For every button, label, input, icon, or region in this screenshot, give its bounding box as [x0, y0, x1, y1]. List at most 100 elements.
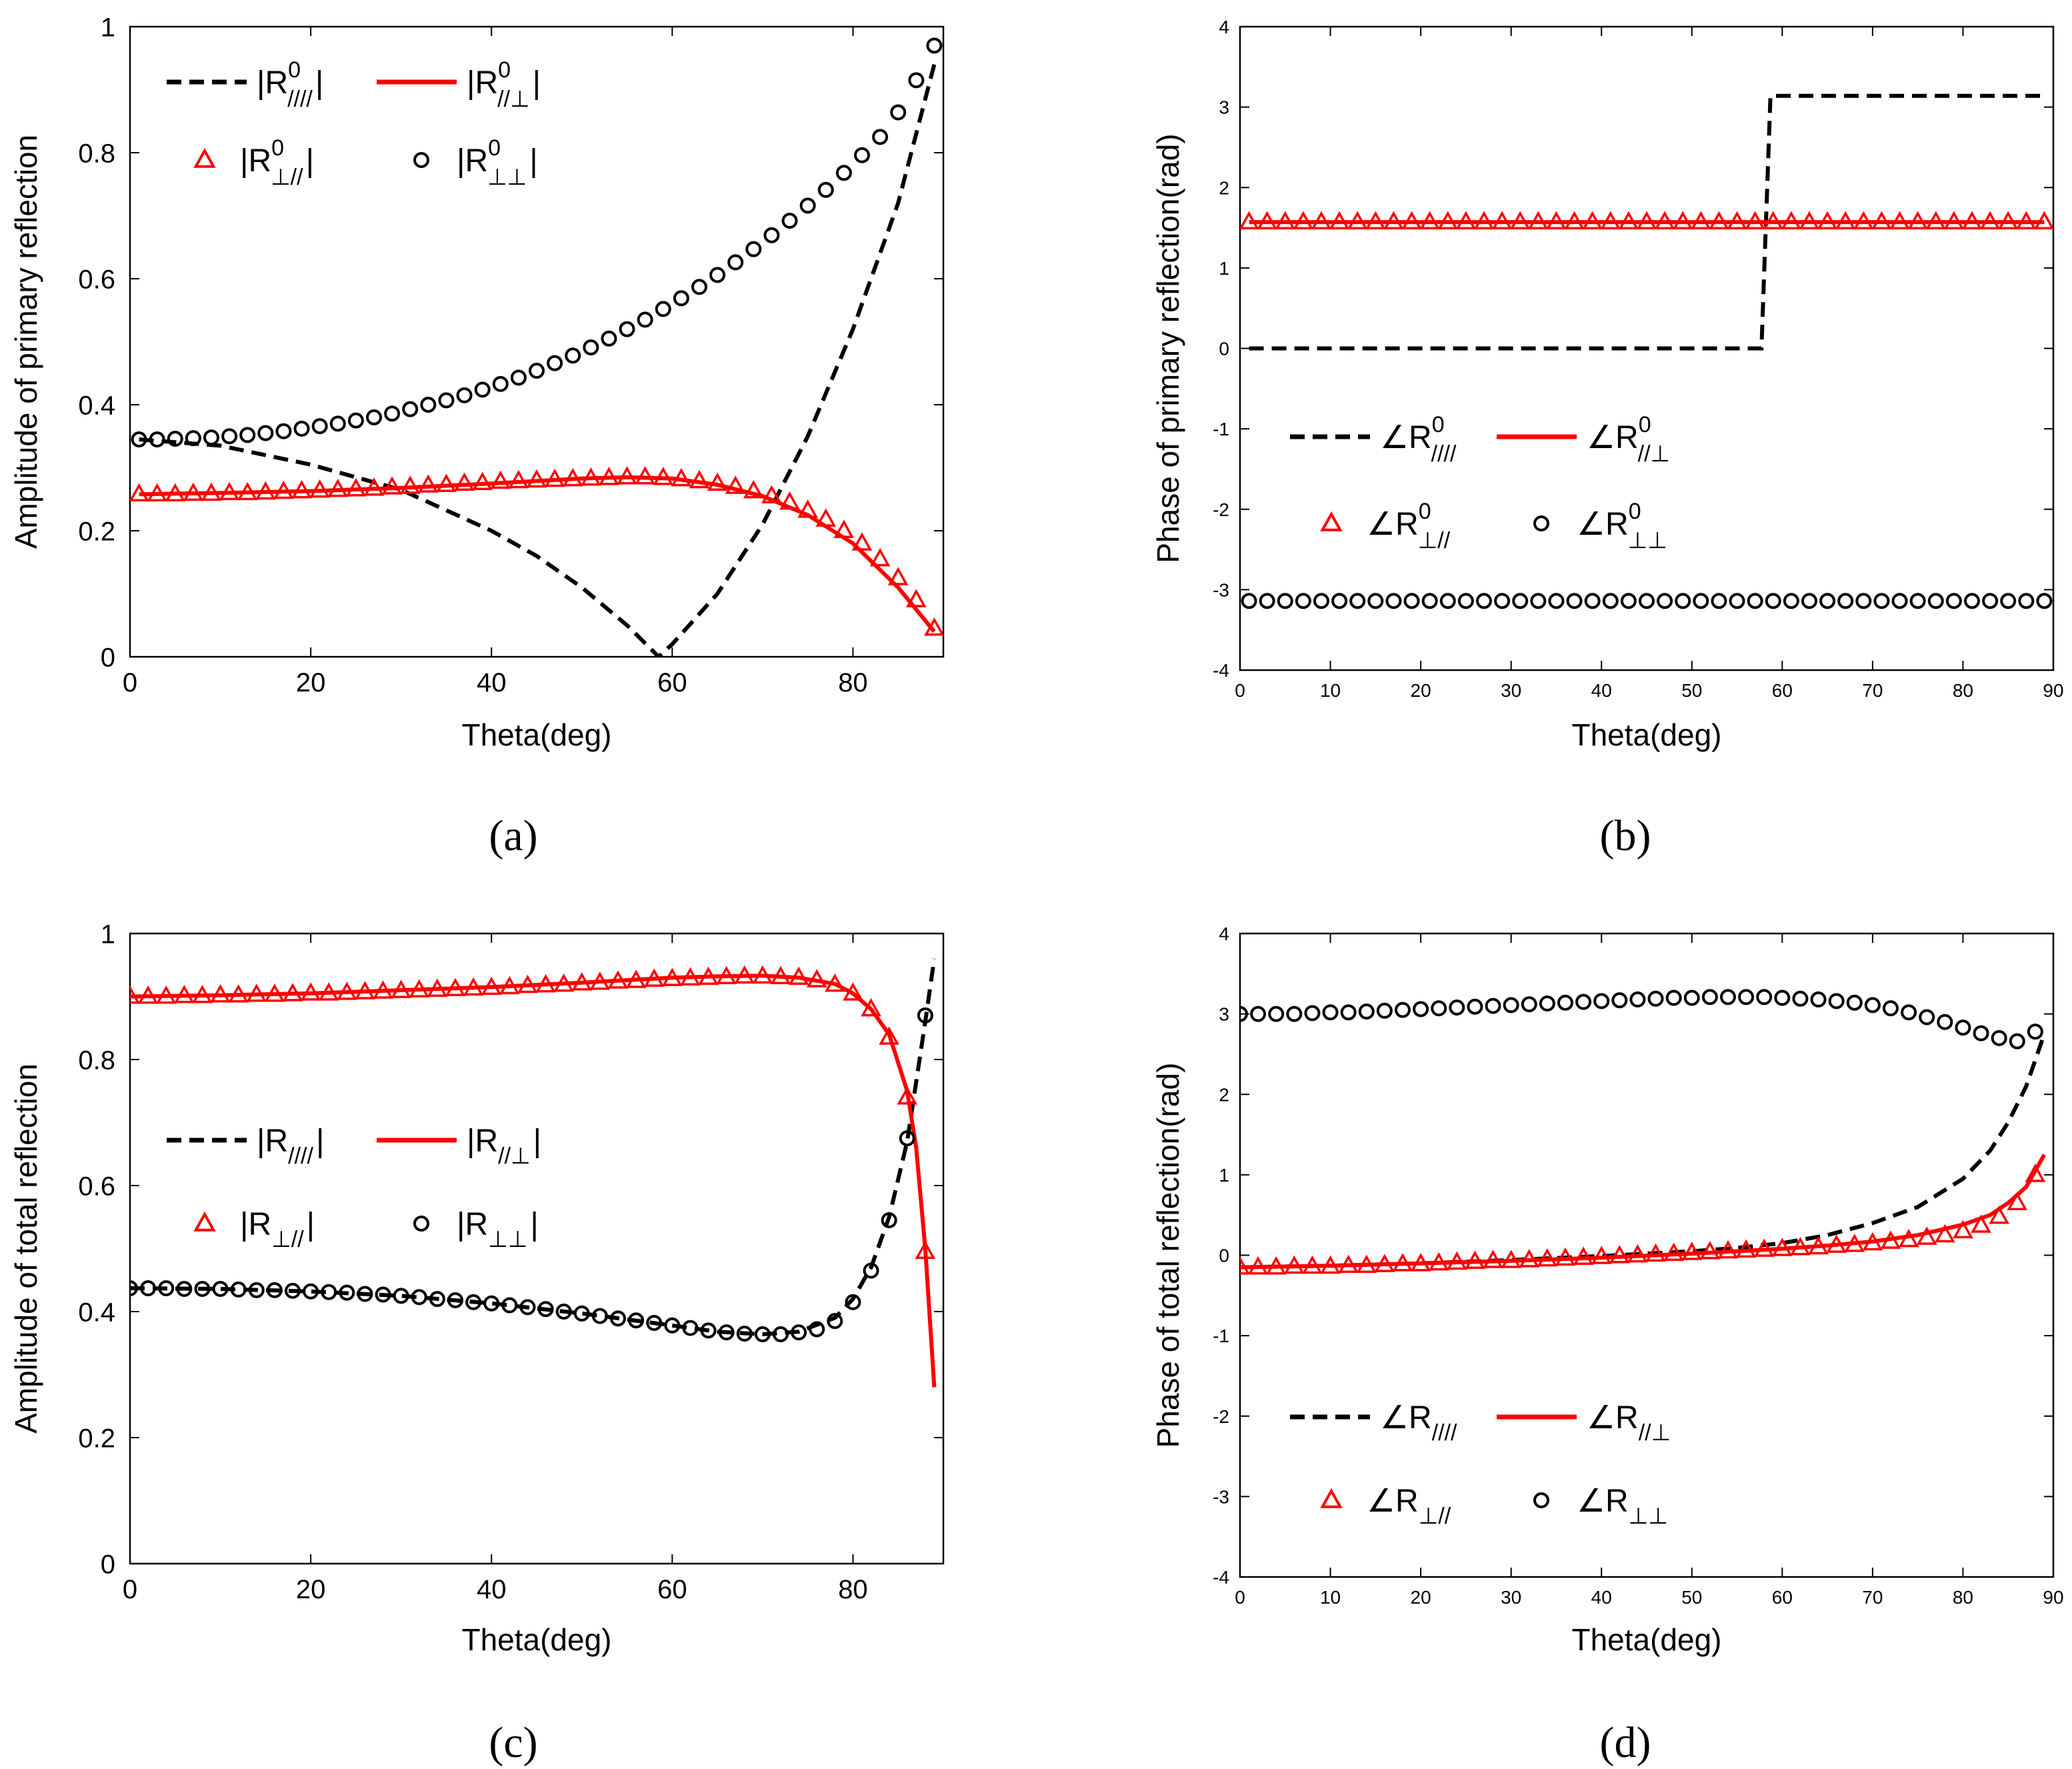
- triangle-marker: [797, 499, 818, 518]
- circle-marker: [483, 1295, 500, 1312]
- triangle-marker: [1564, 211, 1585, 229]
- triangle-marker: [1356, 1254, 1377, 1274]
- circle-marker: [1566, 593, 1583, 609]
- legend-label: |R0 ////|: [257, 57, 323, 112]
- circle-marker: [1575, 994, 1592, 1010]
- triangle-marker: [1447, 1251, 1467, 1270]
- triangle-marker: [1311, 211, 1332, 229]
- triangle-marker: [743, 479, 764, 499]
- triangle-marker: [707, 472, 728, 491]
- triangle-marker: [1600, 211, 1621, 229]
- triangle-marker: [436, 473, 457, 492]
- triangle-marker: [463, 977, 484, 996]
- triangle-marker: [1365, 211, 1386, 229]
- y-tick-label: 0: [1219, 339, 1229, 359]
- triangle-marker: [1916, 1226, 1937, 1245]
- triangle-marker: [861, 998, 881, 1017]
- circle-marker: [1548, 593, 1565, 609]
- circle-marker: [1665, 990, 1682, 1006]
- triangle-marker: [147, 483, 167, 502]
- circle-marker: [519, 1299, 536, 1316]
- circle-marker: [1304, 1005, 1321, 1022]
- circle-marker: [1476, 593, 1492, 609]
- legend-label-base: ∠R: [1367, 1484, 1419, 1519]
- circle-marker: [1639, 593, 1655, 609]
- circle-marker: [899, 1130, 915, 1147]
- y-tick-label: -3: [1213, 1486, 1229, 1507]
- triangle-marker: [887, 567, 909, 585]
- legend-item: |R0 ⊥//|: [193, 135, 314, 190]
- circle-marker: [402, 401, 419, 417]
- circle-marker: [736, 1326, 753, 1342]
- y-tick-label: 3: [1219, 97, 1229, 118]
- circle-marker: [1720, 989, 1736, 1006]
- circle-marker: [1277, 593, 1293, 609]
- x-tick-label: 60: [657, 1575, 687, 1604]
- triangle-marker: [1546, 211, 1567, 229]
- legend-label: |R0 //⊥|: [467, 57, 541, 112]
- triangle-marker: [770, 966, 791, 985]
- circle-marker: [1955, 1020, 1971, 1036]
- circle-marker: [474, 381, 491, 398]
- triangle-marker: [1509, 211, 1531, 229]
- triangle-marker: [155, 985, 177, 1004]
- triangle-marker: [617, 466, 637, 485]
- circle-marker: [384, 405, 401, 422]
- circle-marker: [1593, 993, 1610, 1010]
- legend-item: |R0 ////|: [167, 57, 323, 112]
- circle-marker: [1747, 593, 1763, 609]
- triangle-marker: [1808, 1236, 1829, 1255]
- triangle-marker: [2025, 1164, 2046, 1182]
- triangle-marker: [337, 982, 357, 1000]
- triangle-marker: [192, 984, 213, 1004]
- circle-marker: [1530, 593, 1547, 609]
- circle-marker: [465, 1294, 482, 1310]
- x-tick-label: 40: [1591, 680, 1612, 701]
- x-tick-label: 90: [2043, 680, 2063, 701]
- triangle-marker: [1889, 211, 1910, 229]
- circle-marker: [1945, 593, 1962, 609]
- legend-label-sub: ⊥⊥: [1629, 1504, 1668, 1529]
- circle-marker: [293, 420, 310, 437]
- y-axis-label: Amplitude of primary reflection: [9, 135, 43, 549]
- circle-marker: [1584, 593, 1601, 609]
- circle-marker: [727, 254, 744, 271]
- circle-marker: [411, 1289, 427, 1306]
- circle-marker: [817, 181, 834, 198]
- circle-marker: [691, 279, 707, 295]
- circle-marker: [221, 428, 238, 445]
- circle-marker: [1756, 989, 1773, 1006]
- x-axis-label: Theta(deg): [461, 1622, 611, 1657]
- legend-item: |R⊥⊥|: [413, 1207, 539, 1252]
- legend: |R0////| |R0//⊥||R0 ⊥//| |R0 ⊥⊥|: [167, 57, 541, 190]
- triangle-marker: [716, 966, 737, 985]
- triangle-marker: [897, 1086, 918, 1105]
- legend-label: ∠R//⊥: [1587, 1400, 1671, 1446]
- x-tick-label: 40: [477, 668, 507, 697]
- circle-marker: [1855, 593, 1872, 609]
- circle-marker: [1647, 990, 1664, 1007]
- circle-marker: [537, 1301, 554, 1318]
- triangle-marker: [255, 481, 276, 500]
- x-tick-label: 20: [1411, 680, 1431, 701]
- triangle-marker: [1555, 1247, 1576, 1266]
- plot-frame: [129, 25, 945, 658]
- circle-marker: [1295, 593, 1311, 609]
- chart-panel-b: 0 10 20 30 40 50 60 70 80 90 -4 -3 -2 -1 0 1 2 3 4 Theta(de…: [1151, 17, 2064, 860]
- x-tick-label: 70: [1862, 680, 1883, 701]
- legend-triangle-swatch: [1320, 511, 1343, 531]
- triangle-marker: [1763, 211, 1784, 229]
- circle-marker: [591, 1308, 608, 1324]
- triangle-marker: [1265, 1256, 1287, 1275]
- circle-marker: [1503, 997, 1519, 1014]
- legend-label-suffix: |: [315, 65, 323, 101]
- circle-marker: [1919, 1009, 1935, 1026]
- circle-marker: [1431, 1000, 1447, 1017]
- circle-marker: [393, 1288, 409, 1304]
- circle-marker: [1367, 593, 1384, 609]
- triangle-marker: [1257, 211, 1277, 229]
- triangle-marker: [1989, 1206, 2009, 1224]
- legend-item: ∠R0 ////: [1290, 412, 1457, 467]
- triangle-marker: [300, 982, 321, 1001]
- triangle-marker: [761, 485, 782, 503]
